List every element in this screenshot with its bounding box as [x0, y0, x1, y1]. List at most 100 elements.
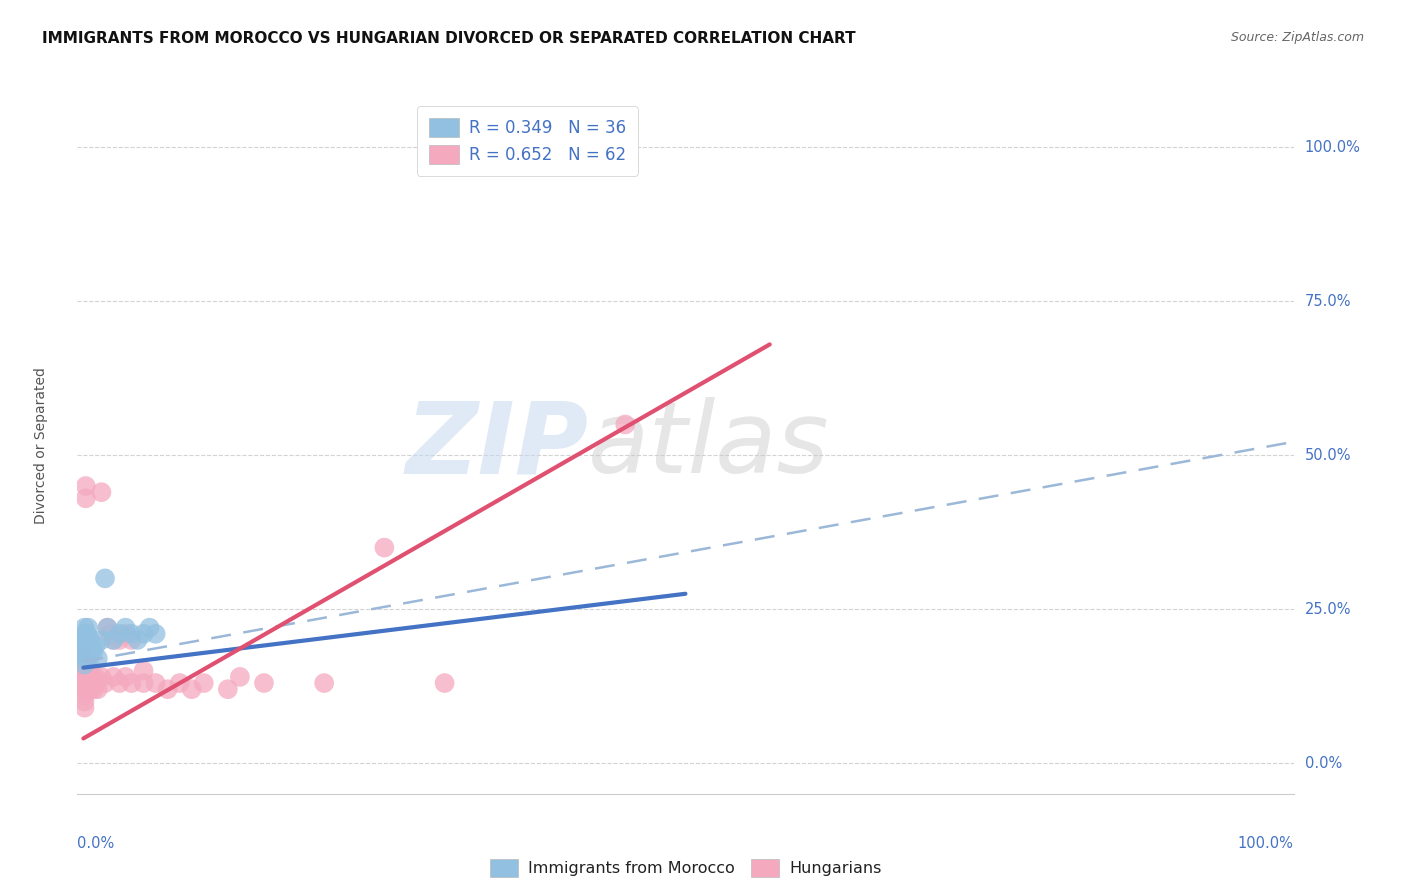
- Point: [80, 639, 103, 653]
- Text: 0.0%: 0.0%: [77, 836, 114, 851]
- Point: [217, 682, 239, 697]
- Point: [138, 621, 160, 635]
- Point: [73, 670, 96, 684]
- Point: [79, 682, 101, 697]
- Point: [75, 676, 97, 690]
- Point: [79, 676, 101, 690]
- Point: [84, 670, 107, 684]
- Point: [73, 664, 96, 678]
- Point: [79, 670, 101, 684]
- Point: [84, 639, 107, 653]
- Text: atlas: atlas: [588, 398, 830, 494]
- Point: [108, 627, 131, 641]
- Point: [79, 645, 101, 659]
- Point: [96, 621, 118, 635]
- Point: [87, 682, 110, 697]
- Text: 25.0%: 25.0%: [1305, 602, 1351, 616]
- Point: [132, 627, 155, 641]
- Point: [80, 676, 103, 690]
- Point: [73, 689, 96, 703]
- Point: [73, 657, 96, 672]
- Text: IMMIGRANTS FROM MOROCCO VS HUNGARIAN DIVORCED OR SEPARATED CORRELATION CHART: IMMIGRANTS FROM MOROCCO VS HUNGARIAN DIV…: [42, 31, 856, 46]
- Point: [108, 676, 131, 690]
- Point: [145, 676, 167, 690]
- Point: [156, 682, 179, 697]
- Point: [75, 479, 97, 493]
- Point: [76, 651, 98, 665]
- Point: [73, 639, 96, 653]
- Point: [82, 676, 104, 690]
- Point: [114, 670, 136, 684]
- Point: [79, 632, 101, 647]
- Point: [80, 670, 103, 684]
- Point: [121, 627, 143, 641]
- Point: [108, 632, 131, 647]
- Point: [90, 485, 112, 500]
- Point: [193, 676, 215, 690]
- Point: [77, 621, 100, 635]
- Point: [229, 670, 252, 684]
- Point: [90, 670, 112, 684]
- Point: [77, 676, 100, 690]
- Point: [75, 670, 97, 684]
- Point: [75, 664, 97, 678]
- Point: [75, 657, 97, 672]
- Point: [76, 676, 98, 690]
- Point: [73, 657, 96, 672]
- Point: [84, 676, 107, 690]
- Point: [94, 676, 117, 690]
- Point: [77, 682, 100, 697]
- Text: 50.0%: 50.0%: [1305, 448, 1351, 463]
- Point: [314, 676, 336, 690]
- Text: Divorced or Separated: Divorced or Separated: [34, 368, 48, 524]
- Point: [614, 417, 637, 432]
- Point: [82, 645, 104, 659]
- Point: [121, 632, 143, 647]
- Text: Source: ZipAtlas.com: Source: ZipAtlas.com: [1230, 31, 1364, 45]
- Point: [75, 491, 97, 506]
- Text: 100.0%: 100.0%: [1305, 140, 1361, 155]
- Point: [76, 639, 98, 653]
- Legend: Immigrants from Morocco, Hungarians: Immigrants from Morocco, Hungarians: [482, 851, 889, 885]
- Point: [132, 664, 155, 678]
- Point: [121, 676, 143, 690]
- Point: [79, 664, 101, 678]
- Point: [83, 682, 105, 697]
- Point: [103, 632, 125, 647]
- Point: [79, 682, 101, 697]
- Point: [98, 627, 121, 641]
- Point: [75, 651, 97, 665]
- Point: [73, 621, 96, 635]
- Point: [76, 664, 98, 678]
- Point: [253, 676, 276, 690]
- Point: [77, 632, 100, 647]
- Point: [87, 651, 110, 665]
- Point: [73, 676, 96, 690]
- Point: [77, 645, 100, 659]
- Point: [79, 651, 101, 665]
- Point: [73, 632, 96, 647]
- Point: [76, 627, 98, 641]
- Text: 100.0%: 100.0%: [1237, 836, 1294, 851]
- Point: [73, 700, 96, 714]
- Point: [145, 627, 167, 641]
- Text: 75.0%: 75.0%: [1305, 293, 1351, 309]
- Point: [90, 632, 112, 647]
- Point: [96, 621, 118, 635]
- Point: [73, 682, 96, 697]
- Point: [103, 632, 125, 647]
- Point: [94, 571, 117, 585]
- Point: [180, 682, 202, 697]
- Point: [169, 676, 191, 690]
- Point: [75, 632, 97, 647]
- Point: [127, 632, 149, 647]
- Point: [114, 627, 136, 641]
- Point: [79, 639, 101, 653]
- Point: [114, 621, 136, 635]
- Point: [77, 670, 100, 684]
- Point: [103, 670, 125, 684]
- Point: [76, 670, 98, 684]
- Point: [76, 682, 98, 697]
- Point: [76, 645, 98, 659]
- Point: [73, 645, 96, 659]
